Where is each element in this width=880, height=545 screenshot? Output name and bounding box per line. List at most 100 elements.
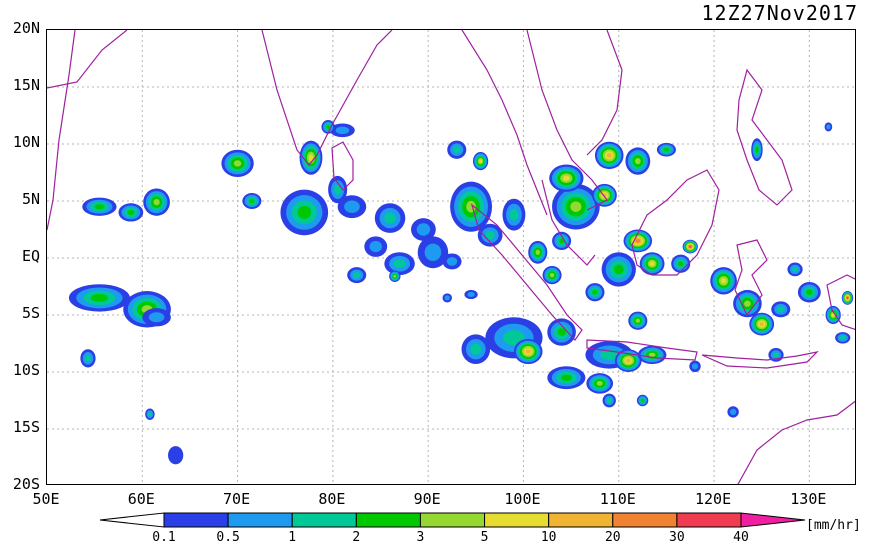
- precip-contour: [831, 313, 835, 317]
- lon-label: 110E: [599, 490, 636, 508]
- precip-cell: [656, 142, 676, 157]
- precip-contour: [592, 289, 598, 295]
- colorbar-tick-label: 0.5: [216, 530, 240, 545]
- lon-label: 130E: [790, 490, 827, 508]
- precip-contour: [416, 223, 431, 236]
- precip-contour: [297, 205, 312, 219]
- precip-contour: [649, 261, 655, 266]
- precip-contour: [689, 245, 692, 248]
- precip-contour: [606, 397, 612, 404]
- precipitation-layer: [68, 120, 854, 465]
- precip-cell: [513, 338, 543, 365]
- precip-cell: [671, 254, 691, 273]
- precip-cell: [586, 373, 614, 394]
- coastline-india: [261, 30, 393, 166]
- precip-cell: [143, 188, 170, 216]
- coastline-myanmar: [461, 30, 548, 216]
- colorbar-segment: [548, 512, 614, 528]
- precip-cell: [841, 291, 854, 305]
- precip-cell: [450, 181, 493, 232]
- precip-cell: [472, 151, 489, 171]
- precip-contour: [558, 238, 565, 244]
- coastline-borneo: [631, 169, 720, 276]
- precip-contour: [335, 126, 350, 135]
- precip-cell: [168, 446, 184, 465]
- precip-cell: [280, 189, 329, 236]
- precip-cell: [824, 122, 833, 132]
- colorbar-segment: [291, 512, 357, 528]
- colorbar-segment: [355, 512, 421, 528]
- precip-cell: [321, 120, 335, 134]
- lon-label: 60E: [127, 490, 155, 508]
- colorbar-high-extension: [740, 512, 806, 528]
- precip-cell: [477, 223, 503, 247]
- precip-cell: [547, 366, 586, 390]
- precip-contour: [479, 159, 483, 163]
- precip-contour: [677, 261, 684, 267]
- precip-cell: [594, 141, 624, 170]
- precip-contour: [613, 264, 624, 275]
- lat-label: 10N: [12, 133, 40, 151]
- coastline-africa: [47, 30, 76, 231]
- precip-cell: [464, 289, 478, 300]
- precip-contour: [557, 328, 566, 337]
- lat-label: 10S: [12, 361, 40, 379]
- coastline-new-guinea: [826, 274, 855, 330]
- colorbar-low-extension: [99, 512, 165, 528]
- colorbar-segment: [676, 512, 742, 528]
- lat-label: 5S: [21, 304, 40, 322]
- precip-contour: [839, 335, 846, 340]
- lat-label: 20S: [12, 475, 40, 493]
- precip-cell: [637, 345, 667, 365]
- precip-contour: [729, 408, 737, 416]
- precip-cell: [602, 393, 616, 408]
- precip-cell: [689, 360, 701, 372]
- precip-contour: [393, 274, 397, 278]
- precip-contour: [792, 266, 798, 272]
- precip-contour: [755, 146, 759, 153]
- precip-contour: [600, 349, 619, 361]
- precip-cell: [411, 218, 436, 241]
- precip-cell: [614, 349, 642, 372]
- precip-cell: [347, 267, 367, 284]
- coastline-philippines: [736, 68, 793, 206]
- precip-contour: [826, 124, 831, 130]
- precip-contour: [626, 358, 631, 363]
- precip-contour: [691, 363, 699, 370]
- precip-contour: [635, 239, 640, 243]
- precip-contour: [353, 272, 361, 279]
- precip-cell: [447, 140, 467, 159]
- precip-contour: [663, 147, 670, 152]
- precip-cell: [639, 252, 665, 276]
- unit-label: [mm/hr]: [806, 518, 861, 533]
- lat-label: 15S: [12, 418, 40, 436]
- colorbar-segment: [163, 512, 229, 528]
- precip-cell: [682, 239, 698, 254]
- lat-label: 20N: [12, 19, 40, 37]
- precip-contour: [444, 295, 450, 301]
- colorbar-tick-label: 3: [416, 530, 425, 545]
- precip-contour: [640, 398, 645, 403]
- colorbar-tick-label: 40: [733, 530, 749, 545]
- precip-cell: [118, 203, 144, 222]
- precip-contour: [85, 354, 91, 362]
- precip-cell: [145, 408, 155, 420]
- precip-contour: [525, 349, 531, 354]
- colorbar-tick-label: 20: [604, 530, 621, 545]
- precip-contour: [453, 146, 461, 154]
- precip-contour: [503, 330, 525, 346]
- precip-contour: [606, 153, 612, 158]
- coastline-vietnam: [586, 30, 623, 156]
- precip-cell: [364, 236, 388, 257]
- coastline-java: [586, 339, 698, 361]
- colorbar-segment: [227, 512, 293, 528]
- precip-cell: [552, 183, 600, 230]
- precipitation-map: [46, 29, 856, 485]
- precip-contour: [777, 306, 785, 313]
- precip-cell: [502, 198, 526, 231]
- precip-cell: [80, 349, 96, 368]
- precip-cell: [727, 406, 739, 418]
- precip-cell: [636, 394, 649, 407]
- precip-cell: [330, 123, 355, 138]
- precip-contour: [369, 241, 383, 253]
